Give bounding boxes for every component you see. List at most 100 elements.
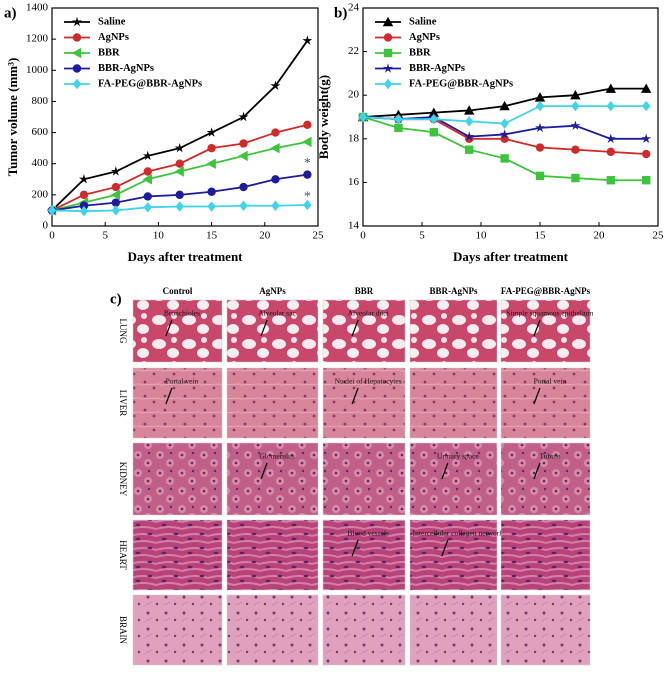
data-point (271, 128, 280, 137)
data-point (606, 147, 615, 157)
x-tick-label: 5 (102, 230, 108, 242)
annotation: Tubule (539, 452, 561, 461)
data-point (271, 200, 280, 211)
annotation: Urinary space (437, 452, 480, 461)
annotation-arrow (441, 462, 449, 480)
legend-marker (382, 16, 394, 27)
y-axis-label: Tumor volume (mm³) (5, 58, 20, 177)
panel-label: a) (4, 5, 17, 21)
annotation-arrow (351, 319, 359, 337)
histology-image (409, 299, 498, 363)
data-point (605, 83, 616, 93)
data-point (79, 201, 89, 210)
data-point (606, 176, 615, 185)
legend-label: AgNPs (409, 32, 440, 43)
legend-label: Saline (98, 16, 126, 27)
data-point (534, 92, 546, 102)
data-point (174, 142, 185, 153)
data-point (571, 100, 580, 112)
histology-image (132, 519, 223, 591)
data-point (270, 142, 280, 154)
y-tick-label: 600 (32, 126, 49, 138)
annotation-arrow (260, 462, 268, 480)
data-point (571, 145, 580, 154)
x-axis-label: Days after treatment (127, 249, 243, 264)
annotation: Alveolar duct (348, 309, 390, 318)
x-tick-label: 0 (360, 230, 366, 242)
histology-image (322, 299, 406, 363)
x-tick-label: 15 (206, 230, 218, 242)
data-point (207, 201, 216, 212)
data-point (143, 202, 152, 213)
legend-marker (71, 47, 82, 59)
histology-image (500, 442, 591, 516)
annotation: * (304, 189, 311, 204)
plot-frame (51, 7, 319, 227)
row-label: BRAIN (118, 616, 128, 645)
y-tick-label: 200 (32, 188, 49, 200)
data-point (143, 192, 152, 201)
annotation: Alveolar sac (258, 309, 296, 318)
data-point (111, 205, 121, 216)
data-point (239, 182, 248, 192)
data-point (429, 128, 438, 137)
annotation-arrow (165, 319, 173, 337)
histology-image (409, 442, 498, 516)
histology-image (226, 594, 319, 666)
plot-frame (362, 7, 659, 227)
x-tick-label: 10 (153, 230, 165, 242)
histology-image (322, 442, 406, 516)
y-tick-label: 1000 (26, 64, 49, 76)
x-tick-label: 25 (653, 230, 664, 242)
data-point (499, 100, 510, 111)
data-point (302, 136, 312, 148)
data-point (238, 111, 249, 122)
data-point (239, 139, 248, 148)
row-label: LIVER (118, 390, 128, 417)
legend-marker (383, 33, 393, 42)
annotation-arrow (441, 539, 449, 557)
annotation: Nuclei of Hepatocytes (335, 377, 402, 386)
data-point (535, 143, 545, 152)
histology-image (226, 442, 319, 516)
data-point (79, 206, 89, 217)
data-point (111, 198, 121, 207)
x-tick-label: 15 (535, 230, 547, 242)
data-point (111, 182, 121, 192)
legend-label: BBR-AgNPs (409, 63, 465, 74)
y-tick-label: 18 (348, 132, 360, 144)
data-point (394, 113, 403, 125)
data-point (499, 129, 510, 139)
data-point (535, 100, 545, 112)
data-point (570, 90, 581, 100)
panel-label: c) (110, 291, 122, 307)
data-point (142, 174, 152, 185)
data-point (500, 154, 509, 163)
y-tick-label: 16 (348, 176, 360, 188)
annotation: Simple squamous epithelium (506, 309, 593, 318)
y-tick-label: 400 (32, 157, 49, 169)
data-point (110, 189, 121, 201)
data-point (143, 167, 152, 176)
annotation-arrow (351, 387, 359, 405)
legend-marker (383, 78, 393, 90)
y-tick-label: 24 (348, 2, 360, 14)
row-label: LUNG (118, 319, 128, 344)
annotation-arrow (533, 319, 541, 337)
data-point (206, 127, 217, 137)
legend-label: BBR (409, 47, 431, 58)
histology-image (226, 299, 319, 363)
x-tick-label: 0 (49, 230, 55, 242)
histology-image (322, 367, 406, 439)
data-point (464, 105, 475, 115)
legend-label: BBR (98, 47, 120, 58)
series-line (51, 40, 309, 212)
legend-label: FA-PEG@BBR-AgNPs (98, 78, 202, 89)
histology-image (409, 594, 498, 666)
histology-image (226, 367, 319, 439)
data-point (535, 171, 545, 181)
data-point (303, 170, 312, 179)
data-point (207, 187, 216, 196)
